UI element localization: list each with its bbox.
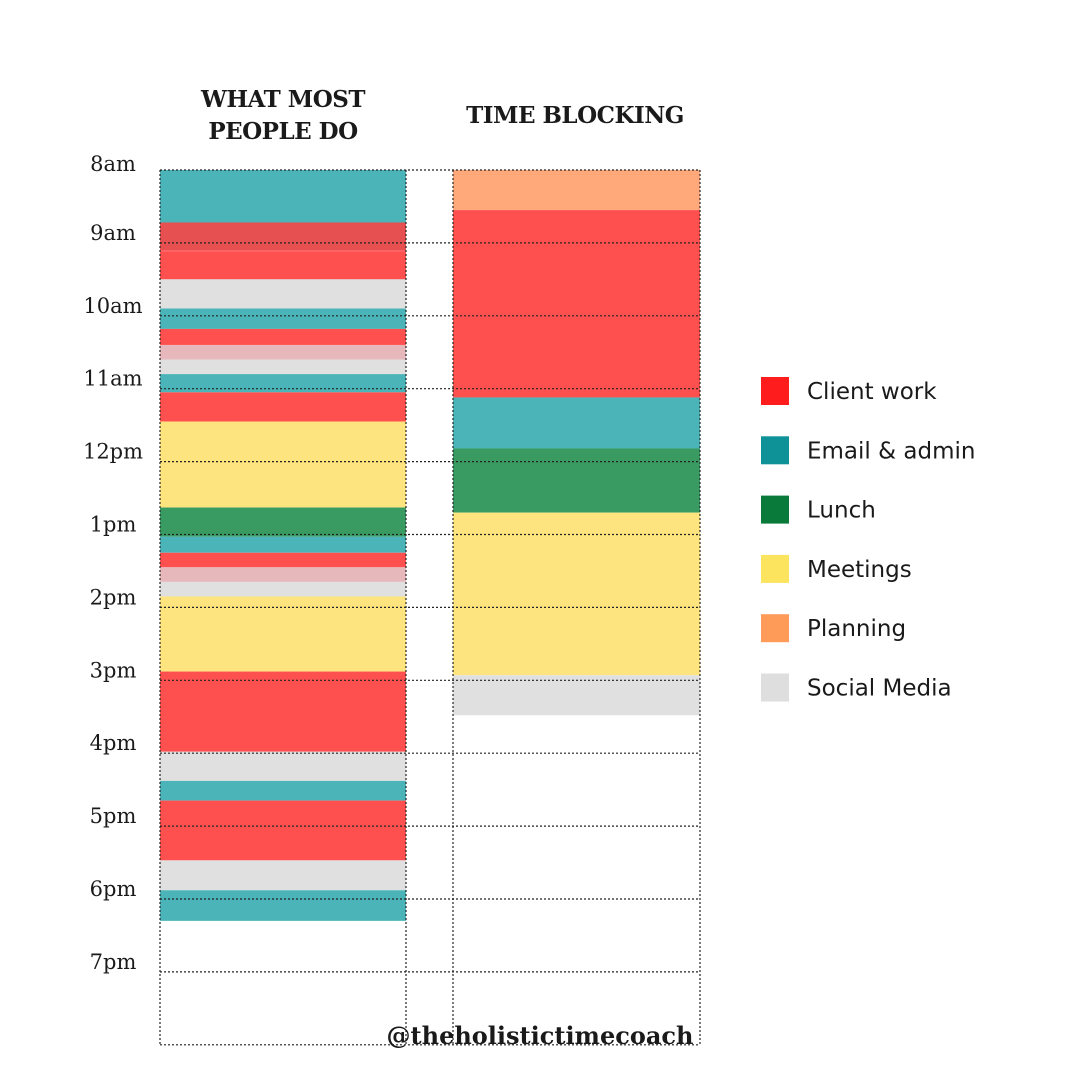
hour-label: 3pm [90, 658, 137, 682]
column-title: WHAT MOST [200, 86, 365, 113]
block-unplanned-client [160, 250, 406, 252]
legend-swatch-meetings [761, 554, 789, 583]
hour-label: 2pm [90, 585, 137, 609]
hour-label: 6pm [90, 877, 137, 901]
block-unplanned-client [160, 567, 406, 582]
block-unplanned-lunch [160, 507, 406, 537]
legend-swatch-social [761, 673, 789, 702]
block-unplanned-meetings [160, 421, 406, 508]
grid-layer [159, 169, 701, 1046]
block-unplanned-social [160, 279, 406, 309]
block-unplanned-client [160, 328, 406, 345]
legend-swatch-client [761, 377, 789, 405]
block-unplanned-social [160, 581, 406, 597]
block-unplanned-email [160, 890, 406, 921]
block-unplanned-social [160, 359, 406, 375]
block-timeblocked-meetings [453, 512, 700, 676]
block-unplanned-email [160, 170, 406, 223]
footer-handle: @theholistictimecoach [387, 1021, 694, 1050]
block-unplanned-client [160, 800, 406, 861]
hour-label: 12pm [83, 440, 143, 464]
block-unplanned-client [160, 552, 406, 568]
legend-swatch-lunch [761, 495, 789, 524]
hour-label: 7pm [90, 950, 137, 974]
hour-label: 4pm [90, 731, 137, 755]
hour-label: 11am [83, 367, 142, 391]
hour-label: 5pm [90, 804, 137, 828]
column-titles: WHAT MOST PEOPLE DO TIME BLOCKING [200, 86, 684, 145]
column-title: TIME BLOCKING [466, 102, 684, 129]
block-timeblocked-client [453, 210, 700, 398]
block-unplanned-client [160, 671, 406, 752]
block-unplanned-client [160, 222, 406, 251]
block-unplanned-social [160, 751, 406, 781]
hour-label: 9am [90, 221, 136, 245]
block-unplanned-email [160, 780, 406, 801]
legend: Client work Email & admin Lunch Meetings Pla… [761, 377, 975, 702]
block-timeblocked-email [453, 397, 700, 449]
block-unplanned-client [160, 392, 406, 422]
hour-label: 10am [83, 294, 142, 318]
block-timeblocked-planning [453, 170, 700, 211]
legend-swatch-planning [761, 614, 789, 643]
legend-label-lunch: Lunch [807, 498, 876, 524]
blocks-layer [160, 170, 700, 921]
labels-layer: 8am 9am 10am 11am 12pm 1pm 2pm 3pm 4pm 5pm 6pm 7pm [83, 152, 143, 974]
hour-label: 8am [90, 152, 136, 176]
block-unplanned-client [160, 251, 406, 280]
block-unplanned-social [160, 860, 406, 891]
legend-swatch-email [761, 436, 789, 465]
hour-label: 1pm [90, 513, 137, 537]
column-title: PEOPLE DO [208, 118, 358, 145]
legend-label-social: Social Media [807, 676, 952, 702]
legend-label-meetings: Meetings [807, 557, 912, 583]
block-timeblocked-lunch [453, 448, 700, 513]
block-unplanned-email [160, 536, 406, 553]
legend-label-client: Client work [807, 379, 937, 405]
block-unplanned-email [160, 308, 406, 329]
block-unplanned-client [160, 344, 406, 360]
block-timeblocked-social [453, 675, 700, 716]
legend-label-planning: Planning [807, 616, 906, 642]
legend-label-email: Email & admin [807, 438, 975, 464]
block-unplanned-email [160, 374, 406, 393]
block-unplanned-meetings [160, 596, 406, 672]
